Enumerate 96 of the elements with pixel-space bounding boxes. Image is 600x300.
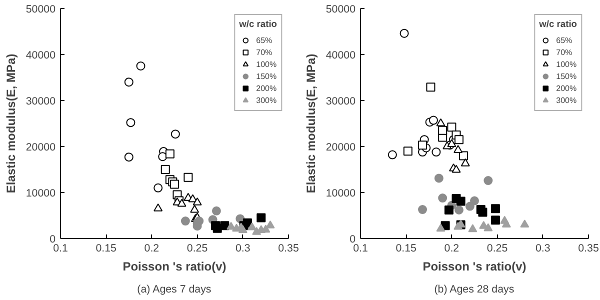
x-tick-label: 0.15 xyxy=(396,242,417,254)
legend-label: 65% xyxy=(256,34,274,46)
x-tick-label: 0.15 xyxy=(96,242,117,254)
point xyxy=(520,220,530,228)
point xyxy=(190,204,200,213)
point xyxy=(438,194,448,203)
legend-label: 300% xyxy=(256,94,277,106)
text: (b) Ages 28 days xyxy=(434,284,514,296)
point xyxy=(388,150,397,160)
point xyxy=(447,139,456,148)
x-tick-label: 0.25 xyxy=(186,242,208,254)
y-tick-label: 10000 xyxy=(26,188,56,200)
point xyxy=(124,78,134,87)
point xyxy=(165,149,174,158)
legend-title: w/c ratio xyxy=(239,19,277,29)
x-tick-label: 0.35 xyxy=(578,242,599,254)
point xyxy=(248,222,257,230)
point xyxy=(177,198,186,207)
legend-label: 100% xyxy=(556,58,577,70)
point xyxy=(154,183,163,192)
y-axis-title: Elastic modulus(E, MPa) xyxy=(304,54,318,194)
point xyxy=(126,118,136,128)
y-tick-label: 50000 xyxy=(26,4,56,16)
x-axis-title: Poisson 's ratio(v) xyxy=(422,260,526,274)
x-tick-label: 0.3 xyxy=(235,242,250,254)
y-tick-label: 50000 xyxy=(326,4,356,16)
x-axis-title: Poisson 's ratio(v) xyxy=(122,260,226,274)
legend-label: 70% xyxy=(256,46,274,58)
point xyxy=(490,204,500,214)
point xyxy=(400,28,409,38)
x-tick-label: 0.3 xyxy=(535,242,550,254)
point xyxy=(180,216,190,226)
point xyxy=(438,126,448,135)
y-tick-label: 10000 xyxy=(326,188,356,200)
y-tick-label: 0 xyxy=(350,234,356,246)
point xyxy=(212,206,221,216)
y-tick-label: 40000 xyxy=(26,50,56,62)
legend-label: 150% xyxy=(256,70,277,82)
legend-label: 200% xyxy=(256,82,277,94)
point xyxy=(484,176,493,186)
y-axis-title: Elastic modulus(E, MPa) xyxy=(4,54,18,194)
point xyxy=(418,205,428,214)
x-tick-label: 0.2 xyxy=(144,242,160,254)
legend-title: w/c ratio xyxy=(539,19,577,29)
point xyxy=(460,158,470,166)
legend-label: 100% xyxy=(256,58,277,70)
point xyxy=(484,223,493,232)
point xyxy=(452,164,461,173)
legend-label: 70% xyxy=(556,46,574,58)
point xyxy=(436,118,446,126)
point xyxy=(454,135,464,144)
point xyxy=(170,130,180,139)
x-tick-label: 0.2 xyxy=(444,242,460,254)
y-tick-label: 20000 xyxy=(326,142,356,154)
x-tick-label: 0.25 xyxy=(486,242,508,254)
point xyxy=(158,152,168,162)
point xyxy=(160,165,170,174)
x-tick-label: 0.35 xyxy=(278,242,299,254)
point xyxy=(444,205,454,214)
y-tick-label: 40000 xyxy=(326,50,356,62)
legend-label: 200% xyxy=(556,82,577,94)
point xyxy=(478,208,488,217)
point xyxy=(154,203,163,212)
point xyxy=(426,82,436,92)
point xyxy=(459,151,468,160)
point xyxy=(428,116,438,125)
point xyxy=(184,172,193,182)
point xyxy=(418,140,428,150)
point xyxy=(454,205,464,214)
point xyxy=(192,198,202,206)
x-tick-label: 0.1 xyxy=(353,242,368,254)
point xyxy=(468,224,478,232)
legend-label: 150% xyxy=(556,70,577,82)
legend-label: 65% xyxy=(556,34,574,46)
point xyxy=(170,180,179,189)
point xyxy=(436,224,446,232)
point xyxy=(266,220,275,228)
point xyxy=(465,202,474,211)
point xyxy=(456,196,466,206)
y-tick-label: 0 xyxy=(50,234,56,246)
point xyxy=(136,62,146,70)
point xyxy=(256,213,266,222)
point xyxy=(454,145,463,153)
point xyxy=(434,174,444,183)
point xyxy=(124,152,134,162)
legend-label: 300% xyxy=(556,94,577,106)
y-tick-label: 20000 xyxy=(26,142,56,154)
point xyxy=(447,122,456,132)
x-tick-label: 0.1 xyxy=(53,242,68,254)
point xyxy=(432,148,441,157)
point xyxy=(403,146,412,156)
y-tick-label: 30000 xyxy=(26,96,56,108)
y-tick-label: 30000 xyxy=(326,96,356,108)
text: (a) Ages 7 days xyxy=(137,284,212,296)
point xyxy=(490,216,500,225)
point xyxy=(220,221,230,230)
